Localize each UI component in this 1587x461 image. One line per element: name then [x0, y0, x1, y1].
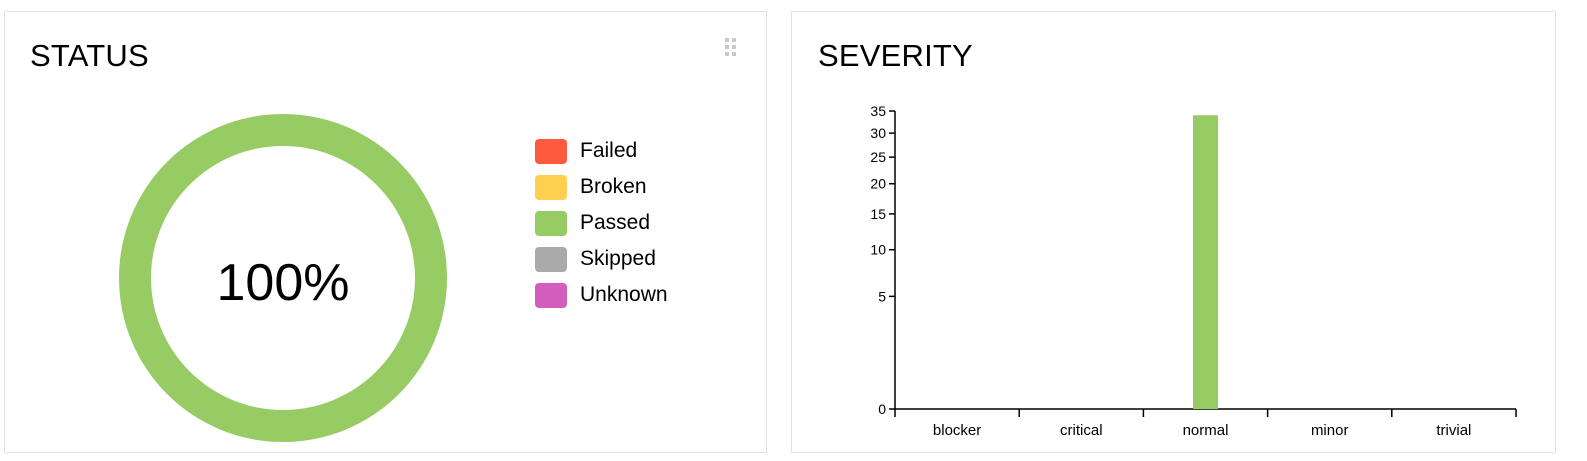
y-tick-label: 10	[870, 242, 886, 258]
y-tick-label: 15	[870, 206, 886, 222]
status-donut-chart: 100%	[118, 113, 448, 443]
y-tick-label: 20	[870, 176, 886, 192]
severity-title: SEVERITY	[818, 38, 973, 73]
y-tick-label: 30	[870, 125, 886, 141]
status-legend: Failed Broken Passed Skipped Unknown	[535, 133, 668, 313]
x-tick-label-critical: critical	[1060, 422, 1103, 439]
x-tick-label-normal: normal	[1183, 422, 1229, 439]
legend-item-unknown[interactable]: Unknown	[535, 277, 668, 313]
legend-label-passed: Passed	[580, 211, 651, 234]
legend-item-skipped[interactable]: Skipped	[535, 241, 668, 277]
legend-swatch-failed	[535, 138, 567, 164]
legend-item-passed[interactable]: Passed	[535, 205, 668, 241]
x-tick-label-trivial: trivial	[1436, 422, 1471, 439]
legend-item-failed[interactable]: Failed	[535, 133, 668, 169]
status-title: STATUS	[30, 38, 149, 73]
legend-item-broken[interactable]: Broken	[535, 169, 668, 205]
y-tick-label: 5	[878, 288, 886, 304]
x-tick-label-minor: minor	[1311, 422, 1349, 439]
legend-swatch-skipped	[535, 246, 567, 272]
status-widget: STATUS 100% Failed Broken Passed Skipped…	[4, 11, 767, 453]
severity-bar-chart: 0 5 10 15 20 25 30 35 blocker critical normal minor…	[870, 103, 1517, 439]
y-tick-label: 25	[870, 149, 886, 165]
legend-swatch-passed	[535, 210, 567, 236]
legend-label-skipped: Skipped	[580, 247, 656, 270]
legend-label-unknown: Unknown	[580, 283, 668, 306]
legend-swatch-broken	[535, 174, 567, 200]
y-tick-label: 0	[878, 401, 886, 417]
x-tick-label-blocker: blocker	[933, 422, 981, 439]
severity-widget: SEVERITY 0 5 10 15 20 25 30 35 blocker critical no…	[791, 11, 1556, 453]
legend-label-failed: Failed	[580, 139, 638, 162]
legend-swatch-unknown	[535, 282, 567, 308]
legend-label-broken: Broken	[580, 175, 647, 198]
y-tick-label: 35	[870, 103, 886, 119]
bar-normal[interactable]	[1193, 115, 1218, 409]
donut-center-label: 100%	[217, 254, 350, 312]
drag-handle-icon[interactable]	[725, 38, 739, 58]
